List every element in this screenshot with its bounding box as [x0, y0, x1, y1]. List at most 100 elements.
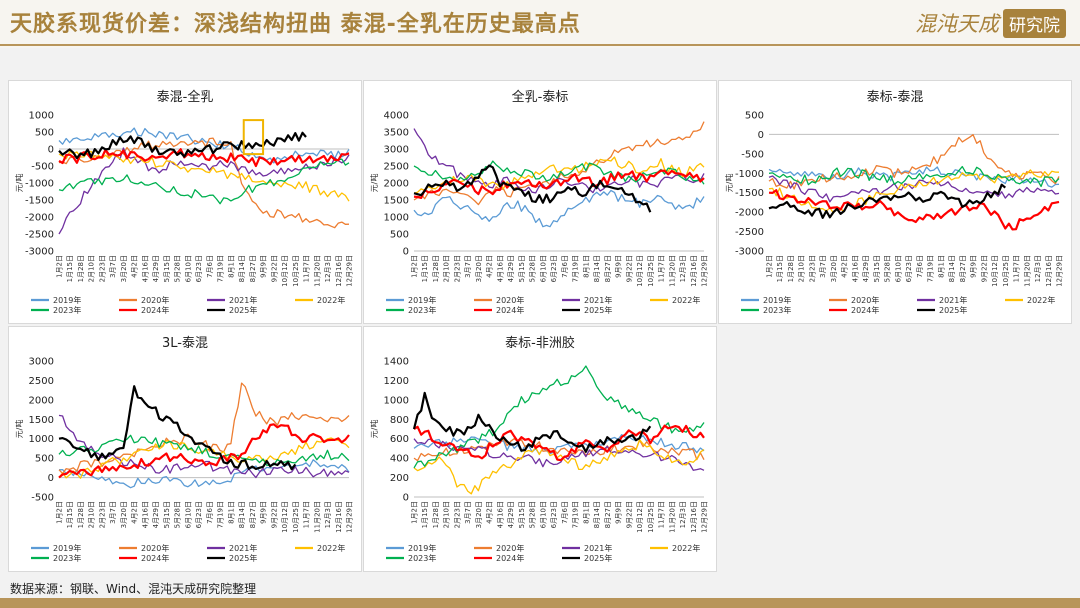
x-tick-label: 8月27日 — [249, 501, 257, 528]
x-tick-label: 2月23日 — [98, 255, 106, 282]
x-tick-label: 2月23日 — [808, 255, 816, 282]
x-tick-label: 7月6日 — [206, 255, 214, 278]
chart-title: 全乳-泰标 — [512, 89, 569, 105]
series-line-2019年 — [413, 189, 705, 228]
x-tick-label: 4月2日 — [131, 255, 139, 278]
y-tick-label: -1000 — [25, 179, 54, 190]
x-tick-label: 1月28日 — [432, 501, 440, 528]
legend-label: 2025年 — [939, 305, 967, 315]
x-tick-label: 4月29日 — [507, 501, 515, 528]
x-tick-label: 8月1日 — [937, 255, 945, 278]
x-tick-label: 10月25日 — [292, 501, 300, 533]
x-tick-label: 4月16日 — [141, 255, 149, 282]
x-tick-label: 12月16日 — [690, 255, 698, 287]
x-tick-label: 5月28日 — [174, 501, 182, 528]
legend-label: 2021年 — [939, 295, 967, 305]
y-tick-label: 2000 — [384, 179, 409, 190]
legend-label: 2019年 — [408, 543, 436, 553]
x-tick-label: 9月9日 — [615, 501, 623, 524]
series-line-2025年 — [768, 183, 1006, 219]
chart-svg: 泰标-泰混元/吨 500 0 -500 -1000 -1500 -2000 -2500 -300… — [724, 90, 1064, 315]
x-tick-label: 6月10日 — [539, 501, 547, 528]
series-line-2021年 — [413, 438, 705, 471]
x-tick-label: 2月10日 — [88, 501, 96, 528]
x-tick-label: 6月23日 — [195, 255, 203, 282]
y-axis-unit: 元/吨 — [14, 420, 24, 439]
y-tick-label: 0 — [48, 145, 54, 156]
x-tick-label: 7月19日 — [217, 255, 225, 282]
x-tick-label: 10月25日 — [647, 501, 655, 533]
x-tick-label: 4月2日 — [131, 501, 139, 524]
y-tick-label: -1500 — [25, 196, 54, 207]
x-tick-label: 7月19日 — [572, 255, 580, 282]
chart-panel-taibiao-taihun: 泰标-泰混 元/吨 500 0 -500 -1000 -1500 -2000 -2500 -300… — [718, 80, 1072, 324]
legend-label: 2023年 — [408, 305, 436, 315]
y-tick-label: 1000 — [29, 111, 54, 122]
x-tick-label: 2月10日 — [88, 255, 96, 282]
y-tick-label: 0 — [403, 247, 409, 258]
x-tick-label: 5月15日 — [163, 501, 171, 528]
x-tick-label: 1月15日 — [421, 501, 429, 528]
x-tick-label: 11月20日 — [313, 501, 321, 533]
y-tick-label: 1500 — [29, 415, 54, 426]
series-line-2025年 — [58, 385, 297, 471]
legend-label: 2020年 — [141, 543, 169, 553]
x-tick-label: 8月27日 — [604, 501, 612, 528]
x-tick-label: 8月1日 — [227, 255, 235, 278]
series-line-2025年 — [412, 391, 652, 453]
x-tick-label: 8月14日 — [238, 501, 246, 528]
legend-label: 2022年 — [672, 543, 700, 553]
x-tick-label: 5月28日 — [174, 255, 182, 282]
x-tick-label: 2月10日 — [443, 255, 451, 282]
series-line-2024年 — [413, 169, 705, 200]
legend-label: 2024年 — [496, 305, 524, 315]
x-tick-label: 10月25日 — [1002, 255, 1010, 287]
series-line-2024年 — [58, 423, 350, 479]
y-axis-unit: 元/吨 — [369, 174, 379, 193]
series-line-2022年 — [58, 150, 350, 202]
x-tick-label: 6月10日 — [184, 501, 192, 528]
x-tick-label: 1月15日 — [66, 255, 74, 282]
header-rule — [0, 44, 1080, 46]
x-tick-label: 11月20日 — [668, 501, 676, 533]
x-tick-label: 4月16日 — [496, 255, 504, 282]
legend-label: 2020年 — [141, 295, 169, 305]
x-tick-label: 8月14日 — [948, 255, 956, 282]
x-tick-label: 11月7日 — [303, 501, 311, 528]
footer-bar — [0, 598, 1080, 608]
x-tick-label: 3月20日 — [475, 501, 483, 528]
x-tick-label: 7月6日 — [206, 501, 214, 524]
x-tick-label: 8月14日 — [593, 501, 601, 528]
x-tick-label: 5月15日 — [873, 255, 881, 282]
y-tick-label: 3000 — [384, 145, 409, 156]
legend-label: 2020年 — [496, 295, 524, 305]
x-tick-label: 11月7日 — [1013, 255, 1021, 282]
x-tick-label: 10月12日 — [636, 501, 644, 533]
y-tick-label: 1000 — [29, 434, 54, 445]
y-tick-label: 4000 — [384, 111, 409, 122]
x-tick-label: 6月23日 — [905, 255, 913, 282]
legend-label: 2020年 — [851, 295, 879, 305]
chart-title: 3L-泰混 — [162, 336, 208, 351]
y-tick-label: -2000 — [735, 208, 764, 219]
x-tick-label: 8月14日 — [238, 255, 246, 282]
x-tick-label: 3月20日 — [475, 255, 483, 282]
series-line-2025年 — [58, 131, 307, 160]
x-tick-label: 1月28日 — [432, 255, 440, 282]
x-tick-label: 12月3日 — [324, 255, 332, 282]
chart-svg: 全乳-泰标元/吨 4000 3500 3000 2500 2000 1500 1000 500 0… — [369, 89, 709, 315]
series-line-2023年 — [58, 158, 350, 205]
y-tick-label: 1000 — [384, 395, 409, 406]
x-tick-label: 3月20日 — [120, 255, 128, 282]
x-tick-label: 4月29日 — [862, 255, 870, 282]
y-tick-label: 500 — [35, 454, 54, 465]
x-tick-label: 12月16日 — [1045, 255, 1053, 287]
series-line-2019年 — [58, 127, 350, 164]
x-tick-label: 3月20日 — [120, 501, 128, 528]
x-tick-label: 9月22日 — [625, 255, 633, 282]
x-tick-label: 8月1日 — [582, 255, 590, 278]
x-tick-label: 5月15日 — [163, 255, 171, 282]
legend-label: 2021年 — [229, 295, 257, 305]
x-tick-label: 12月16日 — [690, 501, 698, 533]
